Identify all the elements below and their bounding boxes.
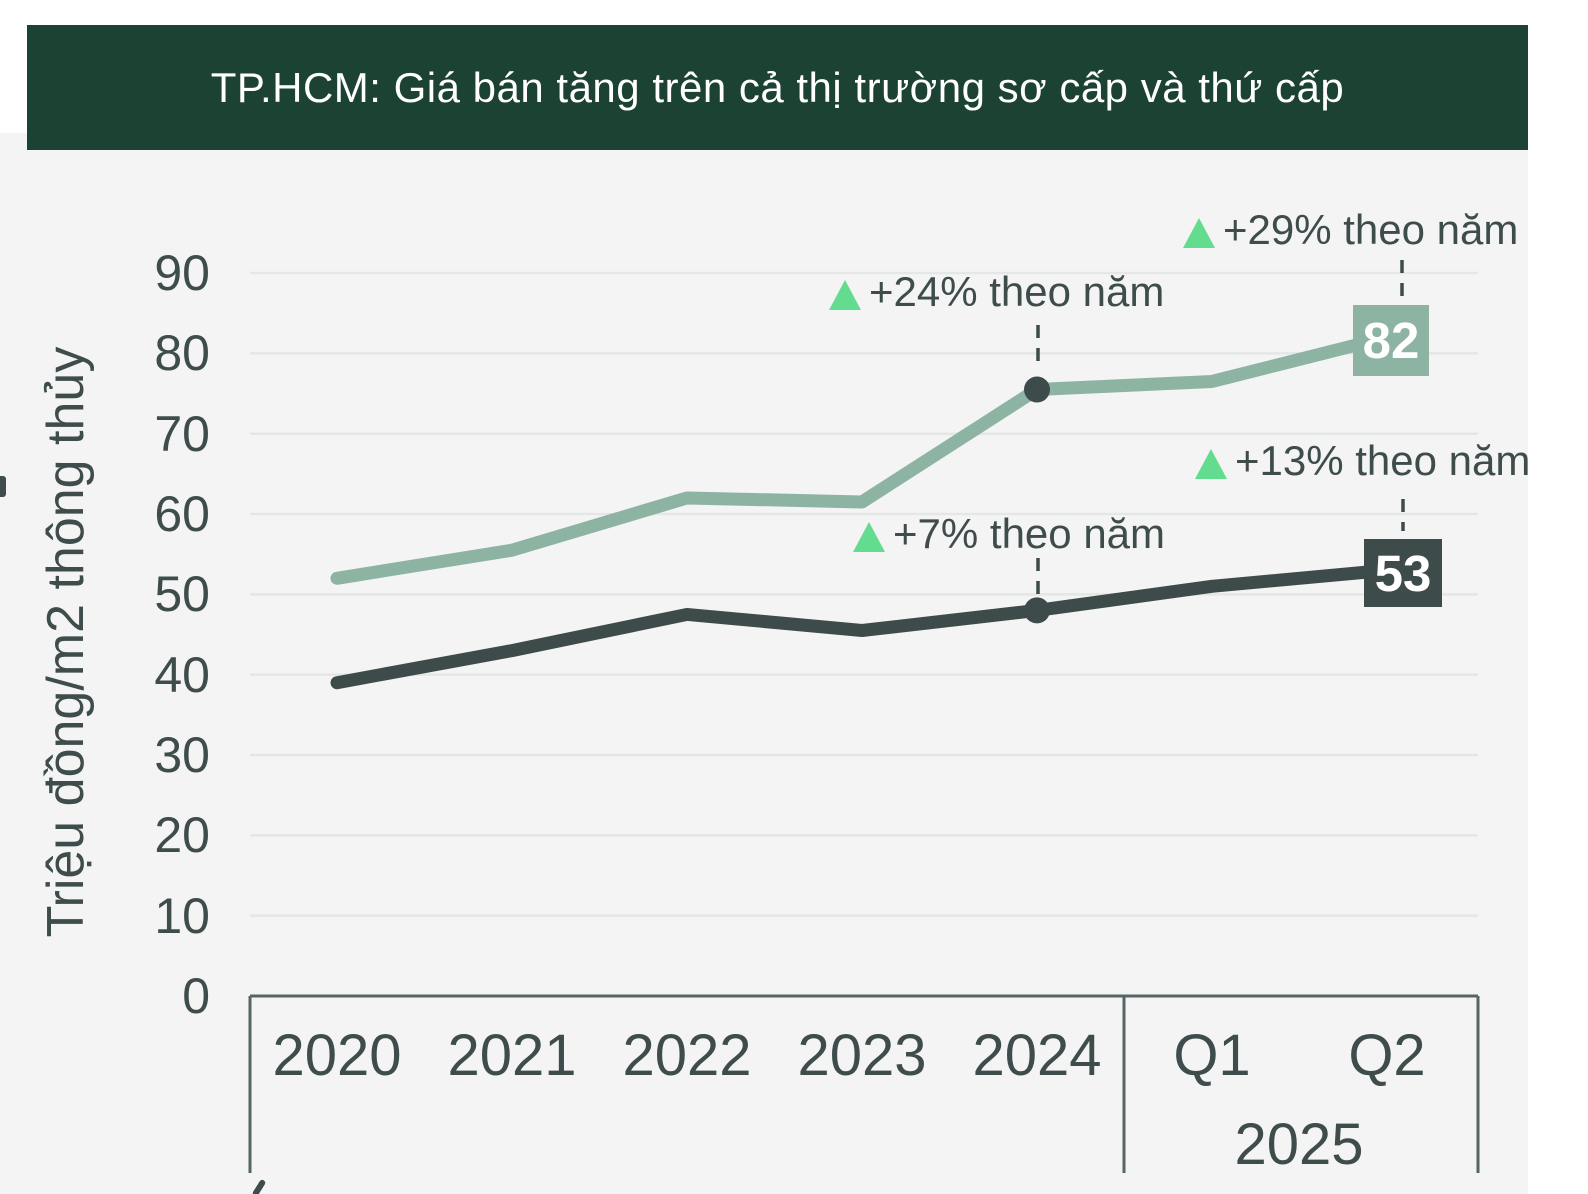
green-line <box>330 330 1394 585</box>
chart-panel <box>0 133 1528 1194</box>
dark-line <box>330 563 1394 690</box>
data-point-marker <box>1024 597 1050 624</box>
data-point-marker <box>1024 376 1050 403</box>
chart-title: TP.HCM: Giá bán tăng trên cả thị trường … <box>210 63 1345 111</box>
title-banner: TP.HCM: Giá bán tăng trên cả thị trường … <box>27 25 1528 150</box>
